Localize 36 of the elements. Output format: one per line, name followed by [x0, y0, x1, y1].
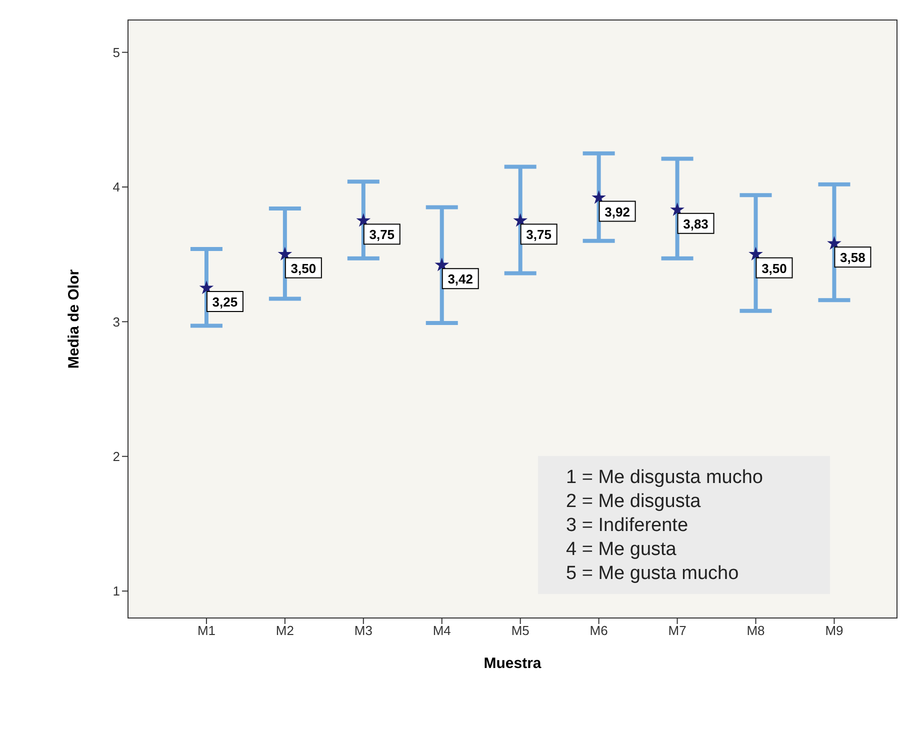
- point: [748, 246, 763, 260]
- data-label: 3,58: [840, 250, 866, 266]
- x-axis-title: Muestra: [484, 655, 542, 672]
- data-label: 3,42: [448, 272, 474, 287]
- x-tick-label: M7: [668, 623, 686, 638]
- y-tick-label: 2: [112, 448, 120, 464]
- x-tick-label: M5: [511, 623, 530, 638]
- x-tick-label: M3: [354, 623, 372, 638]
- annotation: 5 = Me gusta mucho: [566, 562, 740, 586]
- x-tick-label: M9: [825, 623, 844, 638]
- annotation: 3 = Indiferente: [566, 514, 690, 538]
- x-tick-label: M4: [432, 623, 451, 638]
- x-tick-label: M1: [197, 623, 216, 638]
- data-label: 3,83: [683, 216, 708, 232]
- x-tick-label: M8: [746, 623, 765, 638]
- point: [670, 202, 684, 216]
- data-label: 3,25: [212, 294, 238, 310]
- annotation: 4 = Me gusta: [566, 538, 678, 562]
- y-tick-label: 1: [112, 584, 120, 599]
- annotation: 2 = Me disgusta: [566, 490, 702, 514]
- data-label: 3,75: [369, 227, 395, 242]
- y-tick-label: 3: [112, 314, 120, 330]
- point: [592, 190, 606, 204]
- x-tick-label: M6: [590, 623, 608, 638]
- point: [199, 280, 214, 294]
- x-tick-label: M2: [276, 623, 294, 638]
- y-tick-label: 4: [112, 180, 120, 195]
- y-axis-title: Media de Olor: [65, 269, 82, 369]
- point: [827, 236, 842, 250]
- data-label: 3,75: [526, 227, 552, 242]
- y-tick-label: 5: [112, 44, 120, 60]
- annotation: 1 = Me disgusta mucho: [566, 466, 764, 490]
- data-label: 3,50: [762, 260, 787, 276]
- point: [278, 246, 292, 260]
- data-label: 3,50: [290, 260, 316, 276]
- data-label: 3,92: [604, 204, 630, 220]
